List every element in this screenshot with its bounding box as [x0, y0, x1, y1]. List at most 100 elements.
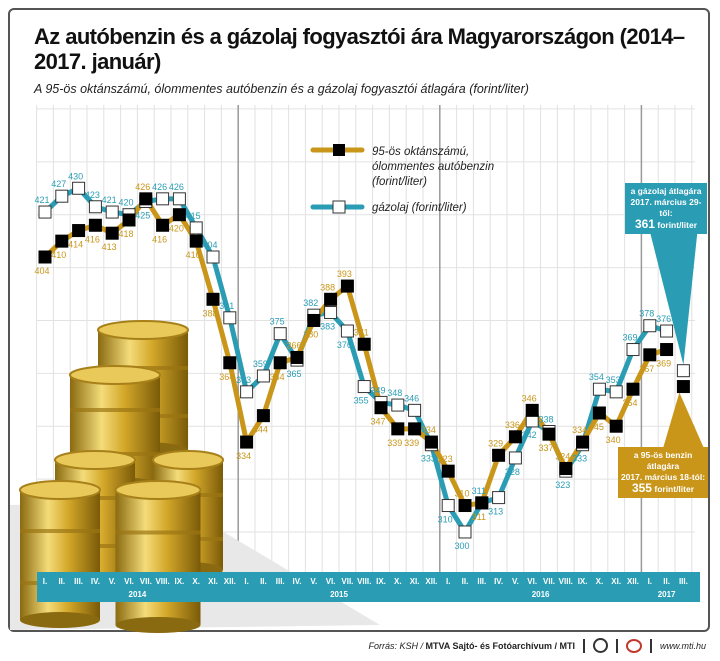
- petrol-data-label: 329: [488, 438, 503, 448]
- x-tick-label: VI.: [326, 577, 336, 586]
- diesel-data-label: 383: [320, 322, 335, 332]
- x-tick-label: IX.: [175, 577, 185, 586]
- diesel-data-label: 349: [370, 385, 385, 395]
- petrol-data-label: 371: [354, 327, 369, 337]
- barrel-lid: [69, 365, 161, 385]
- x-tick-label: XII.: [627, 577, 639, 586]
- x-tick-label: III.: [276, 577, 285, 586]
- petrol-marker: [475, 496, 489, 510]
- petrol-marker: [542, 427, 556, 441]
- petrol-marker: [172, 208, 186, 222]
- diesel-data-label: 369: [622, 333, 637, 343]
- petrol-data-label: 416: [152, 234, 167, 244]
- petrol-data-label: 334: [236, 451, 251, 461]
- annotation-line: 2017. március 29-től:: [630, 197, 702, 218]
- barrel-rib: [20, 529, 100, 533]
- petrol-marker: [240, 435, 254, 449]
- diesel-data-label: 430: [68, 171, 83, 181]
- petrol-data-label: 366: [286, 340, 301, 350]
- petrol-data-label: 367: [639, 364, 654, 374]
- petrol-data-label: 339: [404, 438, 419, 448]
- diesel-marker: [508, 451, 522, 465]
- petrol-marker: [307, 313, 321, 327]
- petrol-data-label: 347: [370, 417, 385, 427]
- barrel-lid: [19, 480, 101, 500]
- diesel-data-label: 427: [51, 179, 66, 189]
- x-tick-label: VIII.: [357, 577, 371, 586]
- barrel-lid: [97, 320, 189, 340]
- petrol-data-label: 369: [656, 359, 671, 369]
- petrol-marker: [424, 435, 438, 449]
- annotation-line: a 95-ös benzin átlagára: [633, 450, 693, 471]
- chart-subtitle: A 95-ös oktánszámú, ólommentes autóbenzi…: [34, 82, 529, 96]
- diesel-marker: [676, 364, 690, 378]
- petrol-marker: [508, 430, 522, 444]
- diesel-data-label: 359: [253, 359, 268, 369]
- diesel-marker: [273, 327, 287, 341]
- petrol-marker: [357, 337, 371, 351]
- mtva-logo: [592, 638, 608, 653]
- annotation-value: 361: [634, 217, 655, 231]
- petrol-marker: [88, 218, 102, 232]
- legend-diesel-label: gázolaj (forint/liter): [372, 202, 467, 214]
- diesel-data-label: 404: [202, 240, 217, 250]
- diesel-data-label: 376: [656, 314, 671, 324]
- x-tick-label: VII.: [543, 577, 555, 586]
- petrol-data-label: 345: [589, 422, 604, 432]
- petrol-data-label: 380: [303, 329, 318, 339]
- diesel-marker: [660, 324, 674, 338]
- diesel-data-label: 421: [102, 195, 117, 205]
- diesel-data-label: 354: [589, 372, 604, 382]
- x-tick-label: XII.: [425, 577, 437, 586]
- annotation-line: 2017. március 18-tól:: [620, 472, 706, 482]
- petrol-data-label: 354: [622, 398, 637, 408]
- petrol-data-label: 416: [85, 234, 100, 244]
- petrol-marker: [676, 380, 690, 394]
- diesel-marker: [256, 369, 270, 383]
- diesel-data-label: 353: [236, 375, 251, 385]
- divider: [615, 638, 618, 653]
- petrol-marker: [559, 462, 573, 476]
- petrol-marker: [643, 348, 657, 362]
- footer: Forrás: KSH / MTVA Sajtó- és Fotóarchívu…: [368, 638, 706, 653]
- x-tick-label: VI.: [527, 577, 537, 586]
- source-prefix: Forrás: KSH /: [368, 640, 426, 651]
- diesel-marker: [643, 319, 657, 333]
- petrol-data-label: 414: [68, 240, 83, 250]
- x-tick-label: VI.: [124, 577, 134, 586]
- diesel-data-label: 313: [488, 507, 503, 517]
- diesel-annotation-pointer: [650, 232, 698, 365]
- diesel-annotation: a gázolaj átlagára 2017. március 29-től:…: [625, 183, 707, 234]
- legend-petrol-label: 95-ös oktánszámú,: [372, 146, 469, 158]
- diesel-data-label: 348: [387, 388, 402, 398]
- diesel-data-label: 328: [505, 467, 520, 477]
- annotation-unit: forint/liter: [654, 484, 695, 494]
- diesel-data-label: 381: [219, 301, 234, 311]
- petrol-annotation-pointer: [663, 392, 704, 447]
- petrol-marker: [458, 499, 472, 513]
- diesel-data-label: 300: [454, 541, 469, 551]
- x-tick-label: III.: [74, 577, 83, 586]
- diesel-data-label: 342: [522, 430, 537, 440]
- diesel-marker: [156, 192, 170, 206]
- petrol-marker: [38, 250, 52, 264]
- diesel-data-label: 323: [555, 480, 570, 490]
- x-tick-label: VIII.: [155, 577, 169, 586]
- x-tick-label: II.: [663, 577, 670, 586]
- diesel-data-label: 355: [354, 396, 369, 406]
- legend-petrol-marker: [333, 144, 345, 156]
- petrol-data-label: 324: [555, 452, 570, 462]
- barrel-bottom: [115, 617, 201, 633]
- petrol-marker: [592, 406, 606, 420]
- x-tick-label: X.: [394, 577, 402, 586]
- legend-petrol-label: (forint/liter): [372, 176, 427, 188]
- diesel-data-label: 353: [606, 375, 621, 385]
- x-tick-label: I.: [648, 577, 652, 586]
- diesel-data-label: 421: [34, 195, 49, 205]
- website-link[interactable]: www.mti.hu: [659, 640, 706, 651]
- diesel-marker: [105, 205, 119, 219]
- x-tick-label: II.: [462, 577, 469, 586]
- x-tick-label: I.: [43, 577, 47, 586]
- petrol-marker: [626, 382, 640, 396]
- petrol-data-label: 346: [522, 393, 537, 403]
